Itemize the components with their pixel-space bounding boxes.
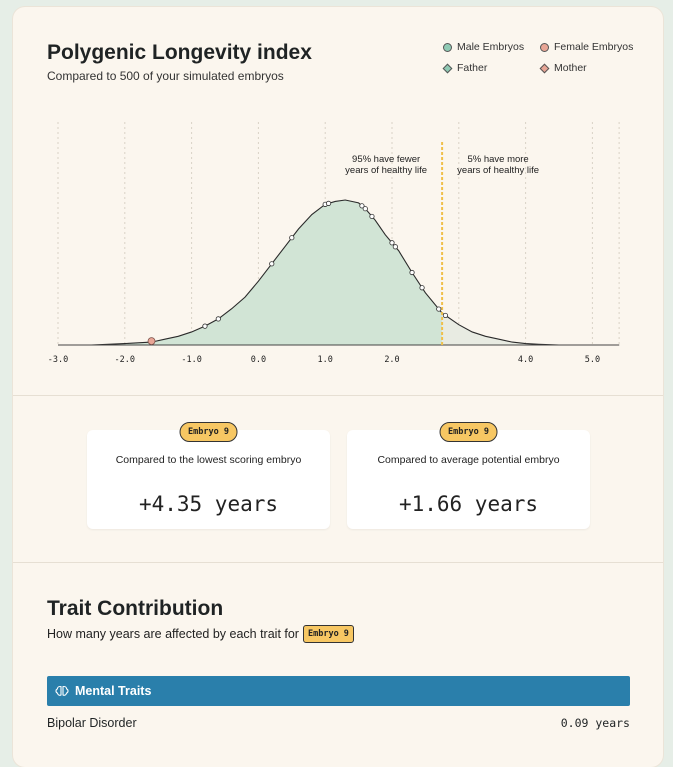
male-embryo-point <box>369 213 375 220</box>
x-tick-label: 5.0 <box>585 355 600 365</box>
x-tick-label: 2.0 <box>384 355 399 365</box>
male-embryo-point <box>442 312 449 319</box>
main-card: Polygenic Longevity index Compared to 50… <box>13 7 663 767</box>
male-embryo-point <box>202 323 208 329</box>
annotation-right: years of healthy life <box>457 165 539 176</box>
legend-female[interactable]: Female Embryos <box>540 41 633 53</box>
stat-label: Compared to average potential embryo <box>377 454 560 466</box>
trait-section-title: Trait Contribution <box>47 597 224 620</box>
embryo-badge[interactable]: Embryo 9 <box>302 625 354 643</box>
male-embryo-point <box>215 316 221 322</box>
brain-icon <box>55 685 69 696</box>
annotation-left: 95% have fewer <box>352 154 420 165</box>
stat-label: Compared to the lowest scoring embryo <box>115 454 302 466</box>
male-embryo-point <box>436 306 442 312</box>
section-divider <box>13 395 663 396</box>
legend-male[interactable]: Male Embryos <box>443 41 524 53</box>
trait-section-subtitle: How many years are affected by each trai… <box>47 625 354 643</box>
annotation-left: years of healthy life <box>345 165 427 176</box>
trait-name: Bipolar Disorder <box>47 716 137 730</box>
legend-female-label: Female Embryos <box>554 41 634 53</box>
page-subtitle: Compared to 500 of your simulated embryo… <box>47 69 284 83</box>
trait-row-bipolar[interactable]: Bipolar Disorder 0.09 years <box>47 716 630 730</box>
female-dot-icon <box>540 42 549 52</box>
male-embryo-point <box>389 240 395 246</box>
legend-father-label: Father <box>457 62 488 74</box>
mother-diamond-icon <box>539 63 550 73</box>
section-divider <box>13 562 663 563</box>
category-header-mental[interactable]: Mental Traits <box>47 676 630 706</box>
male-embryo-point <box>359 203 365 209</box>
x-tick-label: -3.0 <box>48 355 68 365</box>
embryo-badge[interactable]: Embryo 9 <box>439 422 498 442</box>
male-embryo-point <box>419 285 425 291</box>
male-embryo-point <box>409 269 415 276</box>
legend-mother[interactable]: Mother <box>539 62 587 74</box>
male-embryo-point <box>362 206 368 212</box>
area-below-threshold <box>58 200 443 345</box>
x-tick-label: 4.0 <box>518 355 533 365</box>
father-diamond-icon <box>442 63 453 73</box>
female-embryo-point <box>147 337 156 346</box>
x-tick-label: -2.0 <box>115 355 135 365</box>
stat-card-lowest: Embryo 9 Compared to the lowest scoring … <box>87 422 330 529</box>
legend-male-label: Male Embryos <box>457 41 525 53</box>
legend-father[interactable]: Father <box>442 62 488 74</box>
embryo-badge[interactable]: Embryo 9 <box>179 422 238 442</box>
trait-value: 0.09 years <box>560 716 630 730</box>
male-embryo-point <box>269 261 275 267</box>
male-embryo-point <box>392 244 398 250</box>
x-tick-label: -1.0 <box>181 355 201 365</box>
male-dot-icon <box>443 42 452 52</box>
page-title: Polygenic Longevity index <box>47 41 312 64</box>
legend-mother-label: Mother <box>554 62 587 74</box>
male-embryo-point <box>325 200 332 206</box>
x-tick-label: 1.0 <box>318 355 333 365</box>
distribution-curve <box>58 199 620 346</box>
x-tick-label: 0.0 <box>251 355 266 365</box>
stat-value: +1.66 years <box>398 492 539 516</box>
stat-card-average: Embryo 9 Compared to average potential e… <box>347 422 590 529</box>
trait-subtitle-text: How many years are affected by each trai… <box>47 627 299 641</box>
male-embryo-point <box>289 235 295 241</box>
category-label: Mental Traits <box>75 684 152 698</box>
stat-value: +4.35 years <box>138 492 279 516</box>
annotation-right: 5% have more <box>467 154 528 165</box>
